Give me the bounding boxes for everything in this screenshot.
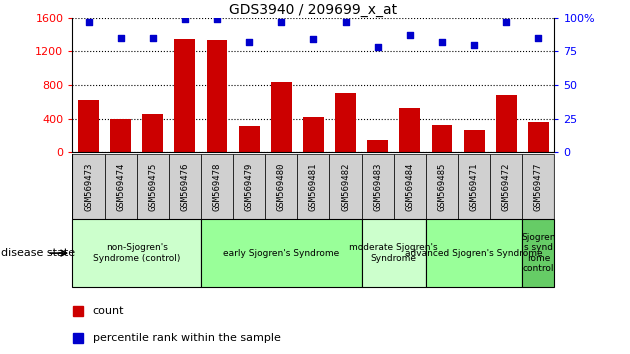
Bar <box>72 219 201 287</box>
Text: GSM569485: GSM569485 <box>437 162 447 211</box>
Text: GSM569472: GSM569472 <box>501 162 511 211</box>
Text: GSM569482: GSM569482 <box>341 162 350 211</box>
Point <box>276 19 286 24</box>
Bar <box>142 114 163 152</box>
Text: GSM569473: GSM569473 <box>84 162 93 211</box>
Point <box>83 19 94 24</box>
Bar <box>367 139 388 152</box>
Bar <box>394 154 426 219</box>
Bar <box>522 219 554 287</box>
Bar <box>303 117 324 152</box>
Bar <box>496 95 517 152</box>
Bar <box>426 154 458 219</box>
Text: moderate Sjogren's
Syndrome: moderate Sjogren's Syndrome <box>350 244 438 263</box>
Text: GSM569480: GSM569480 <box>277 162 286 211</box>
Point <box>469 42 479 47</box>
Text: GSM569484: GSM569484 <box>405 162 415 211</box>
Bar <box>522 154 554 219</box>
Bar <box>233 154 265 219</box>
Bar <box>239 126 260 152</box>
Point <box>308 36 318 42</box>
Bar <box>362 219 426 287</box>
Point <box>404 32 415 38</box>
Bar <box>329 154 362 219</box>
Bar <box>464 130 484 152</box>
Point <box>116 35 126 41</box>
Bar <box>335 93 356 152</box>
Bar <box>201 219 362 287</box>
Text: GSM569471: GSM569471 <box>469 162 479 211</box>
Point <box>340 19 350 24</box>
Bar <box>490 154 522 219</box>
Bar <box>432 125 452 152</box>
Point <box>437 39 447 45</box>
Point <box>372 45 382 50</box>
Bar <box>137 154 169 219</box>
Point <box>147 35 158 41</box>
Text: count: count <box>93 306 124 316</box>
Text: GSM569474: GSM569474 <box>116 162 125 211</box>
Bar <box>528 122 549 152</box>
Text: early Sjogren's Syndrome: early Sjogren's Syndrome <box>223 249 340 258</box>
Point <box>244 39 254 45</box>
Bar <box>362 154 394 219</box>
Point <box>180 16 190 22</box>
Text: GSM569477: GSM569477 <box>534 162 543 211</box>
Bar <box>175 39 195 152</box>
Bar <box>271 81 292 152</box>
Text: GSM569483: GSM569483 <box>373 162 382 211</box>
Bar <box>207 40 227 152</box>
Text: GSM569476: GSM569476 <box>180 162 190 211</box>
Text: non-Sjogren's
Syndrome (control): non-Sjogren's Syndrome (control) <box>93 244 180 263</box>
Text: advanced Sjogren's Syndrome: advanced Sjogren's Syndrome <box>405 249 543 258</box>
Title: GDS3940 / 209699_x_at: GDS3940 / 209699_x_at <box>229 3 398 17</box>
Bar <box>426 219 522 287</box>
Text: Sjogren
s synd
rome
control: Sjogren s synd rome control <box>521 233 556 273</box>
Bar <box>265 154 297 219</box>
Point <box>212 16 222 22</box>
Text: GSM569479: GSM569479 <box>244 162 254 211</box>
Bar <box>110 119 131 152</box>
Point <box>501 19 511 24</box>
Text: GSM569478: GSM569478 <box>212 162 222 211</box>
Bar <box>458 154 490 219</box>
Point <box>533 35 543 41</box>
Bar <box>105 154 137 219</box>
Bar <box>201 154 233 219</box>
Text: disease state: disease state <box>1 248 76 258</box>
Text: GSM569481: GSM569481 <box>309 162 318 211</box>
Bar <box>399 108 420 152</box>
Bar <box>72 154 105 219</box>
Bar <box>78 100 99 152</box>
Bar <box>297 154 329 219</box>
Text: percentile rank within the sample: percentile rank within the sample <box>93 333 280 343</box>
Text: GSM569475: GSM569475 <box>148 162 158 211</box>
Bar <box>169 154 201 219</box>
